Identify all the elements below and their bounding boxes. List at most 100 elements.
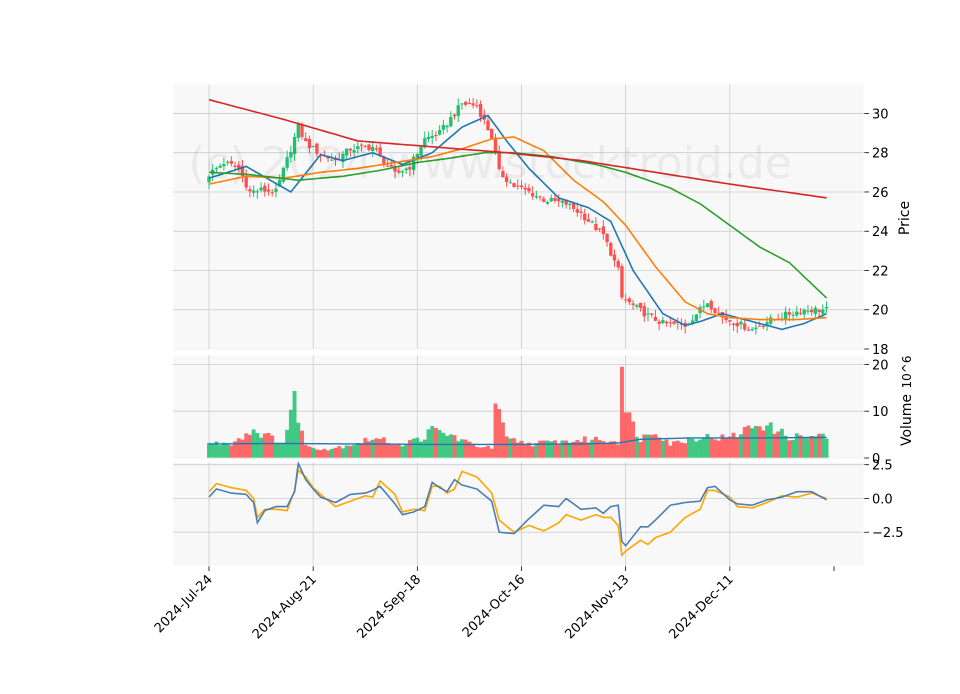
candle-body bbox=[214, 167, 219, 169]
osc-panel-background bbox=[173, 462, 864, 566]
candle-body bbox=[568, 203, 572, 205]
volume-bar bbox=[415, 437, 420, 459]
candle-body bbox=[709, 300, 713, 310]
volume-bar bbox=[668, 445, 673, 459]
volume-bar bbox=[683, 443, 688, 459]
candle-body bbox=[330, 159, 334, 161]
volume-bar bbox=[497, 409, 502, 459]
volume-bar bbox=[608, 441, 613, 459]
candle-body bbox=[218, 165, 222, 168]
candle-body bbox=[664, 321, 669, 324]
candle-body bbox=[385, 165, 390, 167]
volume-bar bbox=[783, 435, 788, 459]
volume-bar bbox=[225, 443, 230, 459]
candle-body bbox=[490, 129, 494, 139]
candle-body bbox=[631, 303, 635, 305]
volume-bar bbox=[675, 440, 680, 459]
candle-body bbox=[813, 307, 818, 315]
volume-bar bbox=[407, 440, 412, 459]
volume-bar bbox=[378, 439, 383, 459]
candle-body bbox=[571, 202, 576, 209]
volume-bar bbox=[270, 435, 275, 459]
candle-body bbox=[787, 312, 792, 315]
candle-body bbox=[616, 261, 620, 268]
candle-body bbox=[259, 187, 263, 191]
volume-bar bbox=[452, 435, 457, 459]
candle-body bbox=[769, 317, 773, 324]
volume-bar bbox=[761, 430, 766, 459]
candle-body bbox=[285, 157, 289, 168]
volume-bar bbox=[262, 433, 267, 459]
volume-bar bbox=[504, 436, 509, 459]
volume-bar bbox=[288, 409, 293, 459]
price-axis-label: Price bbox=[897, 201, 913, 235]
volume-axis-label: Volume bbox=[899, 394, 915, 446]
candle-body bbox=[523, 187, 527, 190]
candle-body bbox=[705, 303, 710, 308]
candle-body bbox=[609, 243, 613, 256]
volume-bar bbox=[590, 439, 595, 459]
candle-body bbox=[423, 138, 427, 148]
watermark: (c) 2024 www.stocktroid.de bbox=[188, 138, 792, 189]
volume-bar bbox=[824, 438, 829, 459]
x-tick-label: 2024-Dec-11 bbox=[667, 572, 737, 642]
volume-bar bbox=[374, 438, 379, 459]
candle-body bbox=[661, 320, 665, 324]
volume-bar bbox=[709, 438, 714, 459]
volume-bar bbox=[400, 446, 405, 459]
volume-bar bbox=[646, 434, 650, 459]
volume-bar bbox=[314, 449, 319, 459]
volume-bar bbox=[716, 440, 721, 459]
candle-body bbox=[207, 176, 211, 183]
candle-body bbox=[464, 101, 468, 105]
volume-bar bbox=[612, 441, 617, 459]
volume-bar bbox=[556, 444, 561, 459]
x-tick-label: 2024-Aug-21 bbox=[250, 572, 320, 642]
candle-body bbox=[810, 309, 814, 313]
volume-bar bbox=[806, 438, 810, 459]
volume-bar bbox=[809, 435, 814, 459]
candle-body bbox=[441, 125, 446, 130]
y-tick-label: 20 bbox=[872, 358, 889, 373]
candle-body bbox=[549, 198, 553, 202]
candle-body bbox=[233, 165, 237, 167]
volume-bar bbox=[545, 440, 550, 459]
candle-body bbox=[352, 150, 356, 153]
candle-body bbox=[348, 148, 353, 151]
candle-body bbox=[646, 313, 650, 315]
volume-bar bbox=[430, 426, 435, 459]
candle-body bbox=[426, 136, 431, 140]
candle-body bbox=[300, 124, 304, 137]
y-tick-label: 0.0 bbox=[872, 492, 893, 507]
candle-body bbox=[274, 188, 278, 192]
volume-bar bbox=[411, 438, 416, 459]
volume-bar bbox=[757, 426, 762, 459]
candle-body bbox=[545, 202, 550, 204]
volume-bar bbox=[735, 437, 740, 459]
y-tick-label: 30 bbox=[872, 107, 889, 122]
candle-body bbox=[728, 320, 732, 322]
volume-bar bbox=[493, 403, 498, 459]
volume-bar bbox=[616, 444, 621, 459]
candle-body bbox=[229, 160, 233, 164]
candle-body bbox=[378, 147, 382, 155]
volume-bar bbox=[527, 442, 531, 459]
candle-body bbox=[553, 198, 557, 201]
candle-body bbox=[560, 200, 565, 203]
candle-body bbox=[356, 146, 360, 150]
candle-body bbox=[702, 306, 706, 308]
candle-body bbox=[408, 167, 412, 170]
candle-body bbox=[642, 306, 646, 317]
candle-body bbox=[289, 151, 293, 158]
volume-bar bbox=[694, 441, 699, 459]
candle-body bbox=[650, 313, 654, 315]
price-moving-average-line bbox=[208, 136, 827, 321]
volume-bar bbox=[326, 450, 330, 459]
volume-bar bbox=[638, 442, 643, 459]
candle-body bbox=[240, 166, 245, 177]
volume-bar bbox=[679, 442, 684, 459]
volume-scale-label: 10^6 bbox=[900, 356, 914, 389]
osc-panel-frame bbox=[172, 461, 865, 567]
volume-bar bbox=[210, 444, 215, 459]
